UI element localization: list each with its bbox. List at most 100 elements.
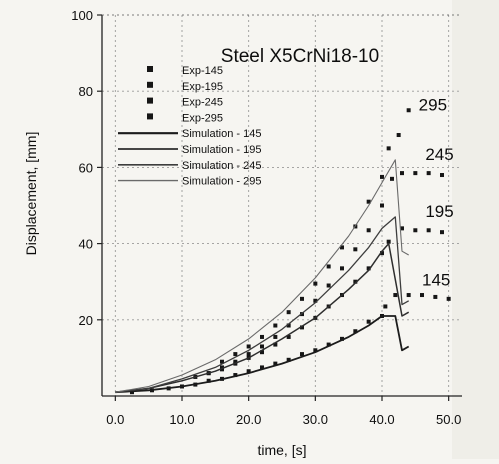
y-tick-label: 20 (79, 313, 93, 328)
page-shadow-strip (452, 0, 499, 459)
chart-title: Steel X5CrNi18-10 (221, 46, 379, 67)
data-point-exp-245 (413, 171, 418, 176)
data-point-exp-245 (233, 359, 238, 364)
data-point-exp-245 (366, 228, 371, 233)
curve-label-245: 245 (425, 145, 453, 164)
x-tick-label: 30.0 (303, 412, 328, 427)
legend-label: Simulation - 145 (182, 128, 262, 140)
data-point-exp-145 (406, 293, 411, 298)
data-point-exp-145 (260, 365, 264, 370)
x-tick-label: 20.0 (236, 412, 261, 427)
data-point-exp-245 (340, 266, 344, 271)
data-point-exp-145 (366, 319, 371, 324)
legend-marker-swatch (147, 81, 153, 88)
data-point-exp-145 (326, 342, 331, 347)
legend-marker-swatch (147, 113, 153, 120)
data-point-exp-245 (260, 344, 264, 349)
y-tick-label: 80 (79, 84, 93, 99)
data-point-exp-295 (273, 323, 278, 328)
data-point-exp-195 (413, 228, 418, 233)
data-point-exp-145 (340, 336, 344, 341)
data-point-exp-295 (286, 310, 291, 315)
plot-area: 20 40 60 80 100 0.0 10.0 20.0 30.0 40.0 50.0 time, … (23, 8, 462, 458)
data-point-exp-245 (326, 283, 331, 288)
data-point-exp-145 (130, 390, 134, 395)
data-point-exp-195 (380, 251, 384, 256)
series-line-simulation-295 (115, 159, 409, 393)
data-point-exp-195 (440, 230, 444, 235)
data-point-exp-195 (386, 239, 391, 244)
data-point-exp-145 (433, 294, 438, 299)
data-point-exp-145 (300, 352, 304, 357)
curve-label-195: 195 (425, 202, 453, 221)
data-point-exp-195 (273, 342, 278, 347)
data-point-exp-295 (260, 334, 264, 339)
data-point-exp-145 (446, 296, 451, 301)
data-point-exp-195 (260, 350, 264, 355)
legend-label: Exp-295 (182, 112, 223, 124)
series-line-simulation-145 (115, 315, 410, 394)
data-point-exp-145 (393, 293, 398, 298)
data-point-exp-245 (286, 323, 291, 328)
data-point-exp-145 (233, 373, 238, 378)
data-point-exp-145 (353, 329, 358, 334)
data-point-exp-145 (206, 378, 211, 383)
data-point-exp-245 (246, 352, 251, 357)
data-point-exp-195 (366, 266, 371, 271)
data-point-exp-145 (246, 369, 251, 374)
legend-label: Simulation - 195 (182, 144, 262, 156)
data-point-exp-195 (400, 226, 404, 231)
data-point-exp-245 (390, 176, 394, 181)
x-axis-title: time, [s] (257, 442, 306, 458)
data-point-exp-195 (353, 279, 358, 284)
x-tick-label: 40.0 (369, 412, 394, 427)
data-point-exp-295 (396, 133, 401, 138)
data-point-exp-145 (273, 361, 278, 366)
curve-label-295: 295 (419, 95, 447, 114)
data-point-exp-295 (340, 245, 344, 250)
series-line-simulation-245 (115, 216, 410, 393)
data-point-exp-195 (426, 228, 431, 233)
y-tick-label: 60 (79, 160, 93, 175)
data-point-exp-195 (300, 325, 304, 330)
data-point-exp-245 (400, 171, 404, 176)
data-point-exp-245 (380, 203, 384, 208)
data-point-exp-195 (286, 334, 291, 339)
legend-label: Simulation - 295 (182, 176, 262, 188)
legend-label: Simulation - 245 (182, 160, 262, 172)
data-point-exp-295 (366, 199, 371, 204)
curve-label-145: 145 (422, 271, 450, 290)
data-point-exp-295 (220, 359, 224, 364)
x-tick-label: 50.0 (436, 412, 461, 427)
y-tick-label: 100 (71, 8, 93, 23)
data-point-exp-145 (313, 348, 318, 353)
data-point-exp-245 (426, 171, 431, 176)
data-point-exp-245 (220, 365, 224, 370)
data-point-exp-245 (353, 247, 358, 252)
data-point-exp-245 (313, 298, 318, 303)
data-point-exp-245 (440, 173, 444, 178)
data-point-exp-145 (286, 357, 291, 362)
series-line-simulation-195 (115, 242, 410, 393)
legend-label: Exp-145 (182, 65, 223, 77)
data-point-exp-295 (406, 108, 411, 113)
x-tick-label: 10.0 (169, 412, 194, 427)
data-point-exp-295 (233, 352, 238, 357)
data-point-exp-245 (273, 334, 278, 339)
data-point-exp-145 (383, 304, 388, 309)
x-tick-label: 0.0 (106, 412, 124, 427)
data-point-exp-295 (386, 146, 391, 151)
data-point-exp-145 (420, 293, 424, 298)
y-tick-label: 40 (79, 237, 93, 252)
legend-marker-swatch (147, 66, 153, 72)
y-axis-title: Displacement, [mm] (23, 132, 39, 256)
legend-label: Exp-195 (182, 81, 223, 93)
data-point-exp-295 (380, 174, 384, 179)
data-point-exp-295 (326, 264, 331, 269)
data-point-exp-295 (313, 281, 318, 286)
data-point-exp-295 (300, 296, 304, 301)
data-point-exp-295 (246, 344, 251, 349)
